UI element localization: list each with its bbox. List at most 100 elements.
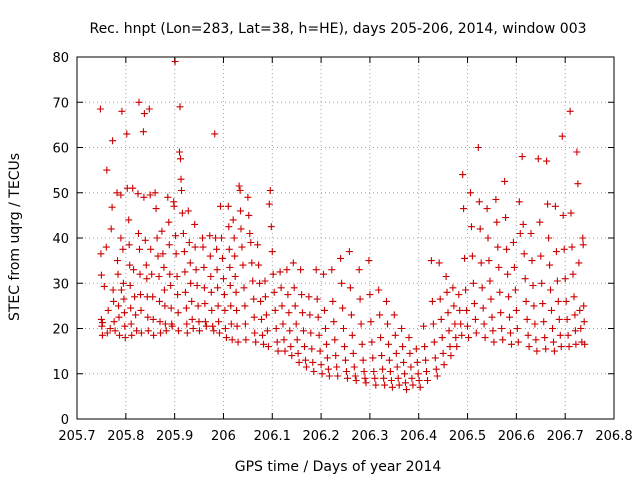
- data-point: [171, 58, 179, 65]
- data-point: [97, 271, 105, 279]
- data-point: [440, 361, 448, 369]
- data-point: [550, 347, 558, 355]
- data-point: [495, 263, 503, 271]
- x-tick-label: 206.5: [449, 429, 486, 444]
- data-point: [302, 356, 309, 364]
- y-tick-label: 40: [52, 232, 69, 247]
- data-point: [377, 334, 385, 342]
- data-point: [131, 293, 139, 301]
- data-point: [230, 234, 238, 242]
- data-point: [135, 98, 143, 106]
- data-point: [192, 266, 200, 274]
- data-point: [375, 286, 383, 294]
- data-point: [372, 381, 380, 389]
- data-point: [367, 318, 375, 326]
- x-tick-label: 206.6: [498, 429, 535, 444]
- data-point: [277, 284, 285, 292]
- data-point: [183, 320, 191, 328]
- data-point: [121, 322, 129, 330]
- data-point: [380, 374, 388, 382]
- data-point: [269, 270, 277, 278]
- data-point: [114, 257, 121, 265]
- data-point: [532, 336, 540, 344]
- data-point: [429, 320, 437, 328]
- data-point: [267, 223, 275, 231]
- data-point: [499, 336, 507, 344]
- data-point: [412, 345, 420, 353]
- data-point: [231, 273, 239, 280]
- data-point: [437, 315, 445, 323]
- data-point: [574, 180, 582, 188]
- data-point: [573, 148, 581, 156]
- data-point: [514, 338, 522, 346]
- data-point: [165, 241, 173, 249]
- data-point: [137, 329, 145, 337]
- data-point: [572, 340, 580, 348]
- data-point: [158, 227, 166, 235]
- data-point: [305, 293, 313, 301]
- data-point: [252, 338, 260, 346]
- data-point: [539, 300, 547, 308]
- data-point: [262, 311, 270, 319]
- data-point: [221, 325, 229, 332]
- data-point: [424, 377, 431, 384]
- data-point: [322, 325, 329, 332]
- data-point: [177, 175, 185, 183]
- data-point: [550, 338, 557, 346]
- data-point: [341, 343, 348, 351]
- data-point: [318, 370, 326, 378]
- data-point: [547, 286, 554, 294]
- data-point: [577, 325, 585, 332]
- data-point: [399, 343, 407, 351]
- data-point: [287, 343, 295, 351]
- data-point: [250, 313, 258, 321]
- data-point: [489, 327, 497, 335]
- data-point: [355, 266, 363, 274]
- data-point: [110, 297, 118, 305]
- data-point: [300, 327, 307, 335]
- data-point: [340, 325, 347, 332]
- data-point: [457, 320, 465, 328]
- data-point: [172, 232, 180, 240]
- data-point: [289, 259, 297, 267]
- data-point: [470, 300, 478, 308]
- data-point: [180, 248, 188, 256]
- data-point: [220, 291, 228, 299]
- data-point: [378, 352, 386, 360]
- data-point: [393, 363, 401, 371]
- data-point: [331, 336, 339, 344]
- y-tick-label: 60: [52, 142, 69, 157]
- data-point: [560, 245, 568, 253]
- x-tick-label: 206.3: [351, 429, 388, 444]
- data-point: [207, 273, 215, 280]
- data-point: [186, 259, 194, 267]
- data-point: [191, 220, 199, 228]
- data-point: [310, 368, 318, 375]
- data-point: [141, 236, 149, 244]
- data-point: [575, 259, 583, 267]
- x-tick-label: 205.8: [107, 429, 144, 444]
- data-point: [102, 243, 110, 251]
- data-point: [148, 270, 156, 278]
- data-point: [210, 327, 218, 335]
- data-point: [106, 325, 114, 332]
- data-point: [508, 340, 515, 348]
- data-point: [391, 331, 399, 339]
- data-point: [284, 291, 292, 299]
- data-point: [358, 340, 366, 348]
- data-point: [225, 223, 233, 231]
- data-point: [227, 302, 235, 310]
- data-point: [511, 286, 519, 294]
- data-point: [232, 288, 240, 296]
- data-point: [137, 291, 144, 299]
- data-point: [307, 329, 315, 337]
- data-point: [240, 284, 248, 292]
- data-point: [176, 148, 183, 156]
- data-point: [113, 189, 121, 197]
- data-point: [570, 293, 578, 301]
- data-point: [132, 311, 140, 319]
- data-point: [516, 230, 524, 237]
- data-point: [130, 266, 138, 274]
- data-point: [527, 230, 535, 237]
- data-point: [256, 279, 264, 287]
